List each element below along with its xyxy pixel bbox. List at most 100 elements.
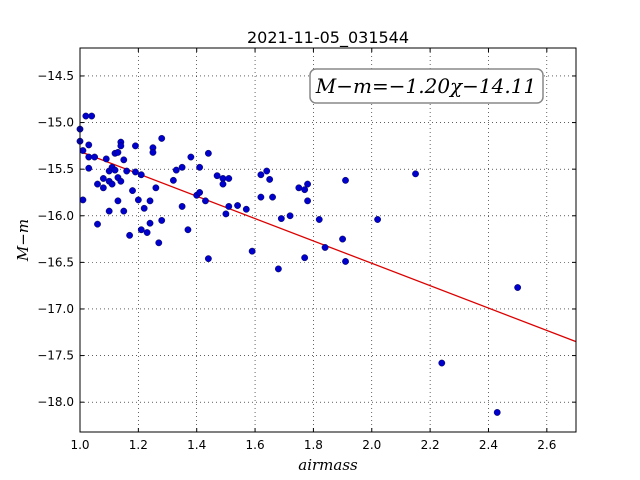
data-point — [114, 148, 122, 156]
x-tick-label: 2.0 — [362, 438, 381, 452]
data-point — [204, 149, 212, 157]
data-point — [339, 235, 346, 243]
y-tick-label: −16.5 — [37, 255, 74, 269]
data-point — [143, 229, 151, 236]
data-point — [304, 197, 311, 205]
data-point — [137, 171, 145, 179]
data-point — [269, 193, 276, 201]
data-point — [274, 265, 282, 273]
data-point — [321, 244, 329, 251]
x-tick-label: 1.8 — [304, 438, 323, 452]
data-point — [493, 409, 501, 416]
x-tick-label: 2.4 — [479, 438, 498, 452]
y-tick-label: −17.5 — [37, 349, 74, 363]
data-points — [76, 112, 522, 416]
data-point — [137, 226, 145, 234]
x-tick-label: 1.2 — [129, 438, 148, 452]
data-point — [79, 147, 87, 154]
data-point — [111, 166, 119, 174]
x-tick-labels: 1.0 1.2 1.4 1.6 1.8 2.0 2.2 2.4 2.6 — [70, 438, 556, 452]
data-point — [204, 255, 212, 263]
data-point — [225, 175, 233, 182]
y-axis-label: M−m — [14, 219, 32, 262]
data-point — [514, 284, 522, 291]
axis-ticks — [79, 48, 576, 432]
data-point — [158, 135, 166, 142]
y-tick-labels: −14.5 −15.0 −15.5 −16.0 −16.5 −17.0 −17.5 −18.0 — [37, 69, 74, 409]
data-point — [342, 258, 349, 265]
chart-title: 2021-11-05_031544 — [247, 28, 409, 48]
data-point — [257, 193, 265, 201]
data-point — [412, 170, 419, 178]
data-point — [155, 239, 163, 247]
data-point — [146, 219, 154, 227]
data-point — [85, 153, 93, 161]
data-point — [132, 168, 139, 176]
data-point — [146, 197, 154, 205]
data-point — [196, 189, 204, 196]
data-point — [99, 184, 107, 192]
data-point — [117, 177, 125, 185]
data-point — [102, 155, 110, 163]
data-point — [304, 180, 311, 188]
x-tick-label: 1.6 — [246, 438, 265, 452]
data-point — [82, 112, 90, 120]
data-point — [132, 142, 139, 150]
data-point — [315, 216, 323, 223]
y-tick-label: −18.0 — [37, 395, 74, 409]
data-point — [105, 207, 113, 215]
data-point — [126, 231, 134, 239]
data-point — [187, 153, 195, 161]
data-point — [225, 203, 233, 210]
data-point — [266, 176, 274, 183]
data-point — [172, 166, 180, 174]
grid — [79, 48, 576, 432]
data-point — [120, 156, 128, 164]
data-point — [438, 359, 446, 367]
data-point — [129, 187, 136, 195]
data-point — [120, 207, 128, 215]
annotation-box — [309, 68, 544, 104]
data-point — [342, 176, 349, 184]
data-point — [140, 204, 148, 212]
data-point — [295, 184, 303, 192]
data-point — [79, 196, 87, 204]
data-point — [123, 167, 131, 175]
data-point — [196, 163, 204, 171]
data-point — [184, 226, 192, 234]
x-tick-label: 2.6 — [537, 438, 556, 452]
data-point — [301, 254, 309, 262]
y-tick-label: −14.5 — [37, 69, 74, 83]
data-point — [149, 148, 157, 156]
data-point — [85, 164, 93, 172]
data-point — [158, 217, 166, 224]
fit-annotation: M−m=−1.20χ−14.11 — [309, 68, 544, 104]
y-tick-label: −17.0 — [37, 302, 74, 316]
data-point — [108, 180, 116, 188]
data-point — [91, 153, 98, 161]
data-point — [94, 180, 101, 188]
data-point — [117, 142, 125, 150]
x-tick-label: 2.2 — [421, 438, 440, 452]
plot-frame — [79, 47, 577, 433]
data-point — [213, 172, 221, 180]
data-point — [114, 197, 122, 205]
data-point — [85, 141, 93, 149]
data-point — [234, 202, 241, 209]
data-point — [134, 196, 142, 204]
data-point — [374, 216, 381, 223]
data-point — [242, 205, 250, 213]
data-point — [263, 167, 271, 175]
data-point — [257, 171, 265, 179]
data-point — [152, 184, 160, 192]
data-point — [301, 186, 309, 194]
annotation-text: M−m=−1.20χ−14.11 — [315, 74, 536, 98]
data-point — [178, 203, 186, 210]
y-tick-label: −16.0 — [37, 209, 74, 223]
x-axis-label: airmass — [298, 456, 358, 474]
x-tick-label: 1.0 — [70, 438, 89, 452]
y-tick-label: −15.5 — [37, 162, 74, 176]
data-point — [202, 197, 209, 205]
data-point — [286, 212, 294, 220]
